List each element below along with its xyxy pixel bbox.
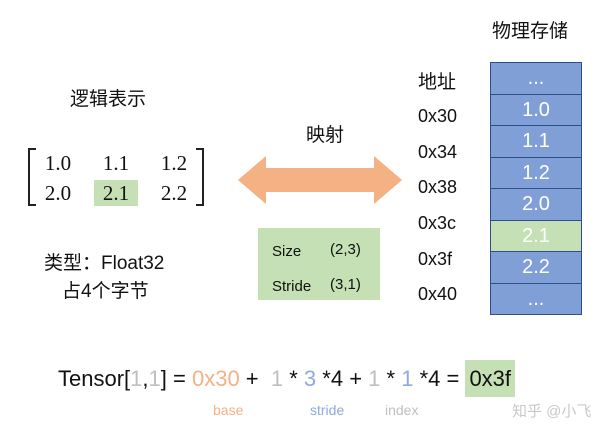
stride-label: stride: [310, 402, 345, 418]
formula-text: *4 =: [413, 366, 466, 391]
base-label: base: [213, 402, 244, 418]
address: 0x3f: [418, 249, 453, 269]
index-i: 1: [130, 366, 143, 391]
address: 0x38: [418, 177, 458, 197]
formula-text: +: [239, 366, 271, 391]
stride-label: Stride: [272, 278, 312, 295]
result-address: 0x3f: [465, 360, 516, 397]
stride-value: (3,1): [330, 276, 361, 293]
memory-cell-highlight: 2.1: [490, 220, 582, 252]
formula-text: *: [283, 366, 304, 391]
memory-cell: ...: [490, 283, 582, 315]
logical-title: 逻辑表示: [70, 89, 147, 110]
formula-text: Tensor[: [58, 366, 131, 391]
type-label: 类型：Float32: [44, 253, 165, 274]
memory-cell: 2.0: [490, 189, 582, 221]
index-j: 1: [148, 366, 161, 391]
address-formula: Tensor[1,1] = 0x30 + 1 * 3 *4 + 1 * 1 *4…: [58, 360, 516, 397]
physical-title: 物理存储: [492, 21, 569, 42]
matrix: 1.0 1.1 1.2 2.0 2.1 2.2: [28, 148, 204, 206]
memory-cell: 1.1: [490, 126, 582, 158]
index-j: 1: [368, 366, 381, 391]
size-value: (2,3): [330, 241, 361, 258]
memory-cell: ...: [490, 62, 582, 95]
formula-text: *4 +: [316, 366, 369, 391]
matrix-cell: 2.0: [44, 181, 72, 205]
size-stride-box: Size (2,3) Stride (3,1): [258, 228, 380, 300]
address: 0x40: [418, 284, 458, 304]
address-header: 地址: [418, 72, 457, 93]
matrix-cell: 1.1: [102, 151, 130, 175]
formula-text: ,: [142, 366, 149, 391]
matrix-cell-highlight: 2.1: [94, 180, 138, 206]
matrix-cell: 2.2: [160, 181, 188, 205]
double-arrow-icon: [238, 156, 402, 204]
address: 0x30: [418, 106, 458, 126]
index-label: index: [385, 402, 419, 418]
address: 0x34: [418, 142, 458, 162]
size-label: Size: [272, 243, 302, 260]
memory-cell: 1.2: [490, 157, 582, 189]
matrix-cell: 1.2: [160, 151, 188, 175]
base-value: 0x30: [191, 366, 240, 391]
stride-value: 3: [303, 366, 317, 391]
stride-value: 1: [401, 366, 414, 391]
watermark: 知乎 @小飞: [512, 403, 592, 420]
index-i: 1: [270, 366, 284, 391]
memory-cell: 2.2: [490, 252, 582, 284]
memory-column: ... 1.0 1.1 1.2 2.0 2.1 2.2 ...: [490, 62, 582, 315]
size-label: 占4个字节: [62, 281, 149, 302]
address: 0x3c: [418, 213, 457, 233]
matrix-cell: 1.0: [44, 151, 72, 175]
formula-text: ] =: [160, 366, 192, 391]
mapping-title: 映射: [306, 125, 345, 146]
memory-cell: 1.0: [490, 94, 582, 126]
formula-text: *: [380, 366, 402, 391]
